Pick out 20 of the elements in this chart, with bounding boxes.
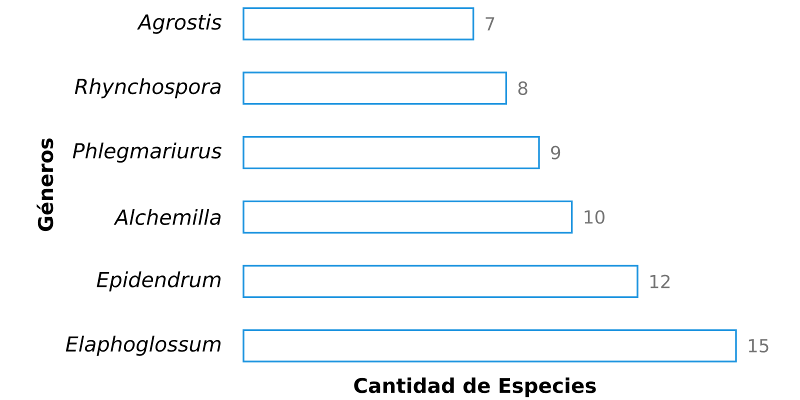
y-tick-label: Epidendrum [96, 271, 221, 292]
bar [242, 136, 540, 170]
bar [242, 72, 508, 105]
y-tick-label: Elaphoglossum [66, 336, 221, 356]
data-label: 10 [584, 210, 604, 224]
bar [242, 7, 474, 40]
data-label: 12 [650, 274, 670, 288]
bar [242, 329, 737, 362]
data-label: 8 [518, 81, 528, 96]
x-axis-title: Cantidad de Especies [354, 377, 596, 398]
y-tick-label: Rhynchospora [74, 78, 221, 98]
bar [242, 264, 638, 298]
y-tick-label: Agrostis [137, 14, 222, 34]
data-label: 15 [748, 339, 768, 352]
data-label: 9 [551, 146, 560, 160]
y-tick-label: Alchemilla [114, 209, 221, 226]
y-tick-label: Phlegmariurus [72, 142, 222, 163]
bar [242, 200, 573, 234]
y-axis-title: Géneros [36, 138, 54, 232]
data-label: 7 [486, 17, 494, 30]
